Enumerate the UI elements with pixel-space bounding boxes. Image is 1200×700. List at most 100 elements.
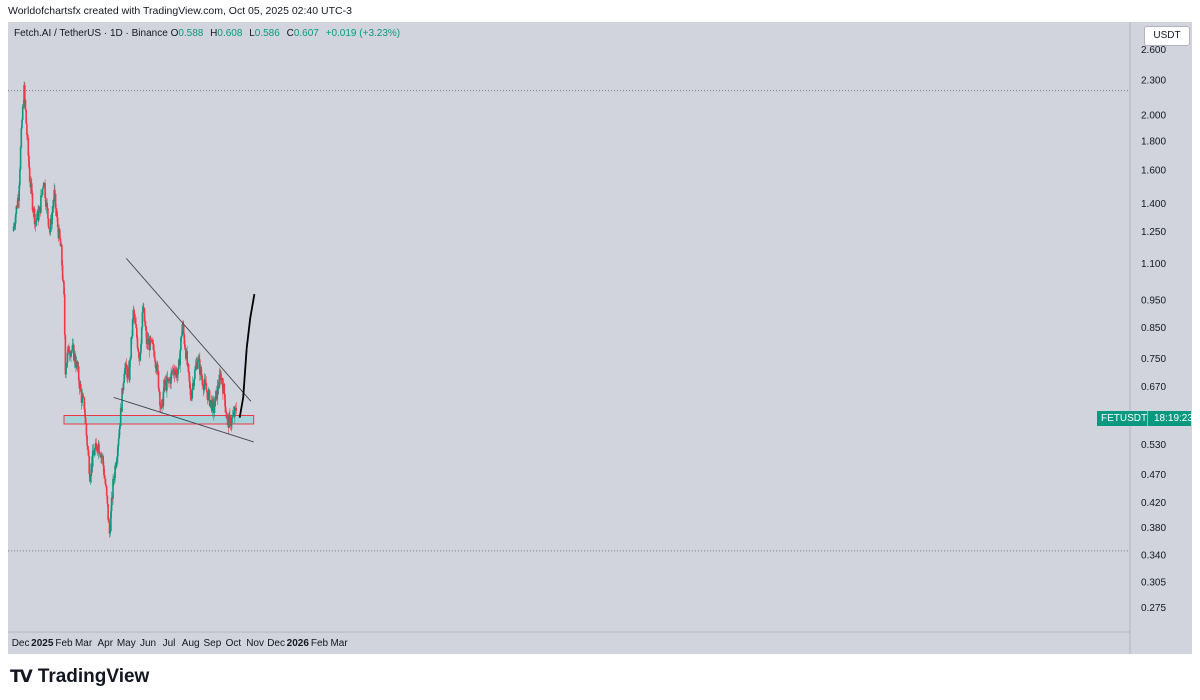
candle-body: [133, 316, 136, 319]
close-label: C: [286, 28, 294, 39]
candle-body: [229, 416, 232, 427]
candle-body: [35, 220, 37, 223]
candle-body: [89, 476, 92, 482]
projection-path[interactable]: [238, 293, 256, 418]
candle-body: [137, 347, 139, 352]
x-tick-label: Oct: [226, 638, 242, 649]
candle-body: [38, 211, 40, 221]
candle-body: [125, 363, 128, 369]
y-tick-label: 0.750: [1141, 354, 1166, 365]
candle-body: [110, 497, 113, 512]
last-price-tag: FETUSDT 18:19:23: [1097, 411, 1193, 426]
candle-body: [61, 245, 63, 266]
candle-body: [138, 351, 140, 358]
support-zone-rect[interactable]: [63, 415, 255, 425]
lower-trendline[interactable]: [113, 396, 254, 443]
candle-countdown: 18:19:23: [1147, 411, 1193, 426]
candle-body: [213, 406, 216, 414]
x-tick-label: Mar: [330, 638, 348, 649]
candle-body: [223, 383, 226, 395]
candle-body: [171, 371, 173, 374]
candle-body: [131, 319, 134, 337]
x-tick-label: Jun: [140, 638, 156, 649]
candle-body: [180, 337, 182, 350]
candle-body: [54, 193, 57, 209]
y-tick-label: 1.800: [1141, 136, 1166, 147]
candle-body: [81, 395, 83, 403]
candle-body: [82, 395, 85, 398]
candle-body: [235, 408, 237, 411]
candle-body: [110, 511, 112, 532]
candle-body: [49, 218, 52, 232]
candle-body: [117, 445, 119, 457]
y-tick-label: 1.250: [1141, 227, 1166, 238]
candle-body: [73, 344, 75, 361]
candle-body: [65, 367, 67, 375]
candle-body: [140, 343, 142, 353]
candle-body: [94, 449, 96, 456]
candle-body: [33, 208, 36, 225]
candle-body: [141, 312, 144, 328]
candle-body: [180, 335, 183, 338]
candle-body: [173, 369, 175, 372]
candle-body: [115, 461, 118, 468]
candle-body: [198, 357, 200, 360]
brand-wordmark: TradingView: [37, 666, 150, 687]
candle-body: [24, 84, 26, 100]
candle-body: [112, 478, 114, 499]
tradingview-logo[interactable]: TV TradingView: [10, 666, 149, 688]
candle-body: [143, 308, 146, 322]
candle-body: [105, 484, 107, 487]
candle-body: [205, 383, 207, 390]
y-tick-label: 1.400: [1141, 199, 1166, 210]
candle-body: [130, 337, 132, 359]
low-value: 0.586: [254, 28, 280, 39]
candle-body: [13, 225, 16, 227]
symbol-legend: Fetch.AI / TetherUS · 1D · Binance O0.58…: [14, 28, 404, 39]
candle-body: [157, 364, 159, 372]
x-tick-label: Sep: [204, 638, 222, 649]
candle-body: [193, 379, 195, 387]
candle-body: [114, 465, 116, 478]
candle-body: [131, 336, 133, 338]
x-tick-label: May: [117, 638, 136, 649]
candle-body: [160, 407, 163, 409]
upper-trendline[interactable]: [125, 258, 252, 402]
candle-body: [190, 398, 193, 400]
candle-body: [101, 455, 103, 457]
y-tick-label: 1.600: [1141, 166, 1166, 177]
x-tick-label: Dec: [12, 638, 30, 649]
candle-body: [170, 373, 172, 384]
candle-body: [103, 465, 105, 476]
candle-body: [182, 325, 185, 335]
candle-body: [145, 330, 148, 345]
candle-body: [59, 229, 61, 240]
candle-body: [159, 391, 161, 406]
candle-body: [15, 205, 18, 214]
candle-body: [176, 374, 179, 378]
candle-body: [80, 384, 82, 391]
candle-body: [229, 414, 231, 417]
chart-panel[interactable]: 2.600 2.300 2.000 1.800 1.600 1.400 1.250 1.100…: [8, 22, 1193, 654]
candle-body: [206, 389, 208, 393]
candle-body: [83, 397, 86, 410]
candle-body: [46, 202, 48, 209]
candle-body: [123, 374, 125, 383]
x-tick-label: Feb: [311, 638, 329, 649]
y-tick-label: 0.275: [1141, 603, 1166, 614]
candle-body: [19, 147, 22, 170]
candle-body: [105, 486, 108, 496]
candle-body: [109, 531, 111, 534]
candle-body: [189, 388, 192, 400]
candle-body: [87, 449, 90, 457]
candle-body: [90, 463, 93, 477]
currency-selector[interactable]: USDT: [1144, 26, 1190, 46]
candle-body: [139, 352, 142, 361]
candle-body: [191, 390, 193, 399]
candle-body: [54, 189, 56, 194]
candle-body: [98, 443, 100, 453]
symbol-name: Fetch.AI / TetherUS · 1D · Binance: [14, 28, 168, 39]
candle-body: [201, 375, 203, 380]
price-chart[interactable]: 2.600 2.300 2.000 1.800 1.600 1.400 1.250 1.100…: [8, 22, 1192, 654]
candle-body: [186, 351, 188, 365]
